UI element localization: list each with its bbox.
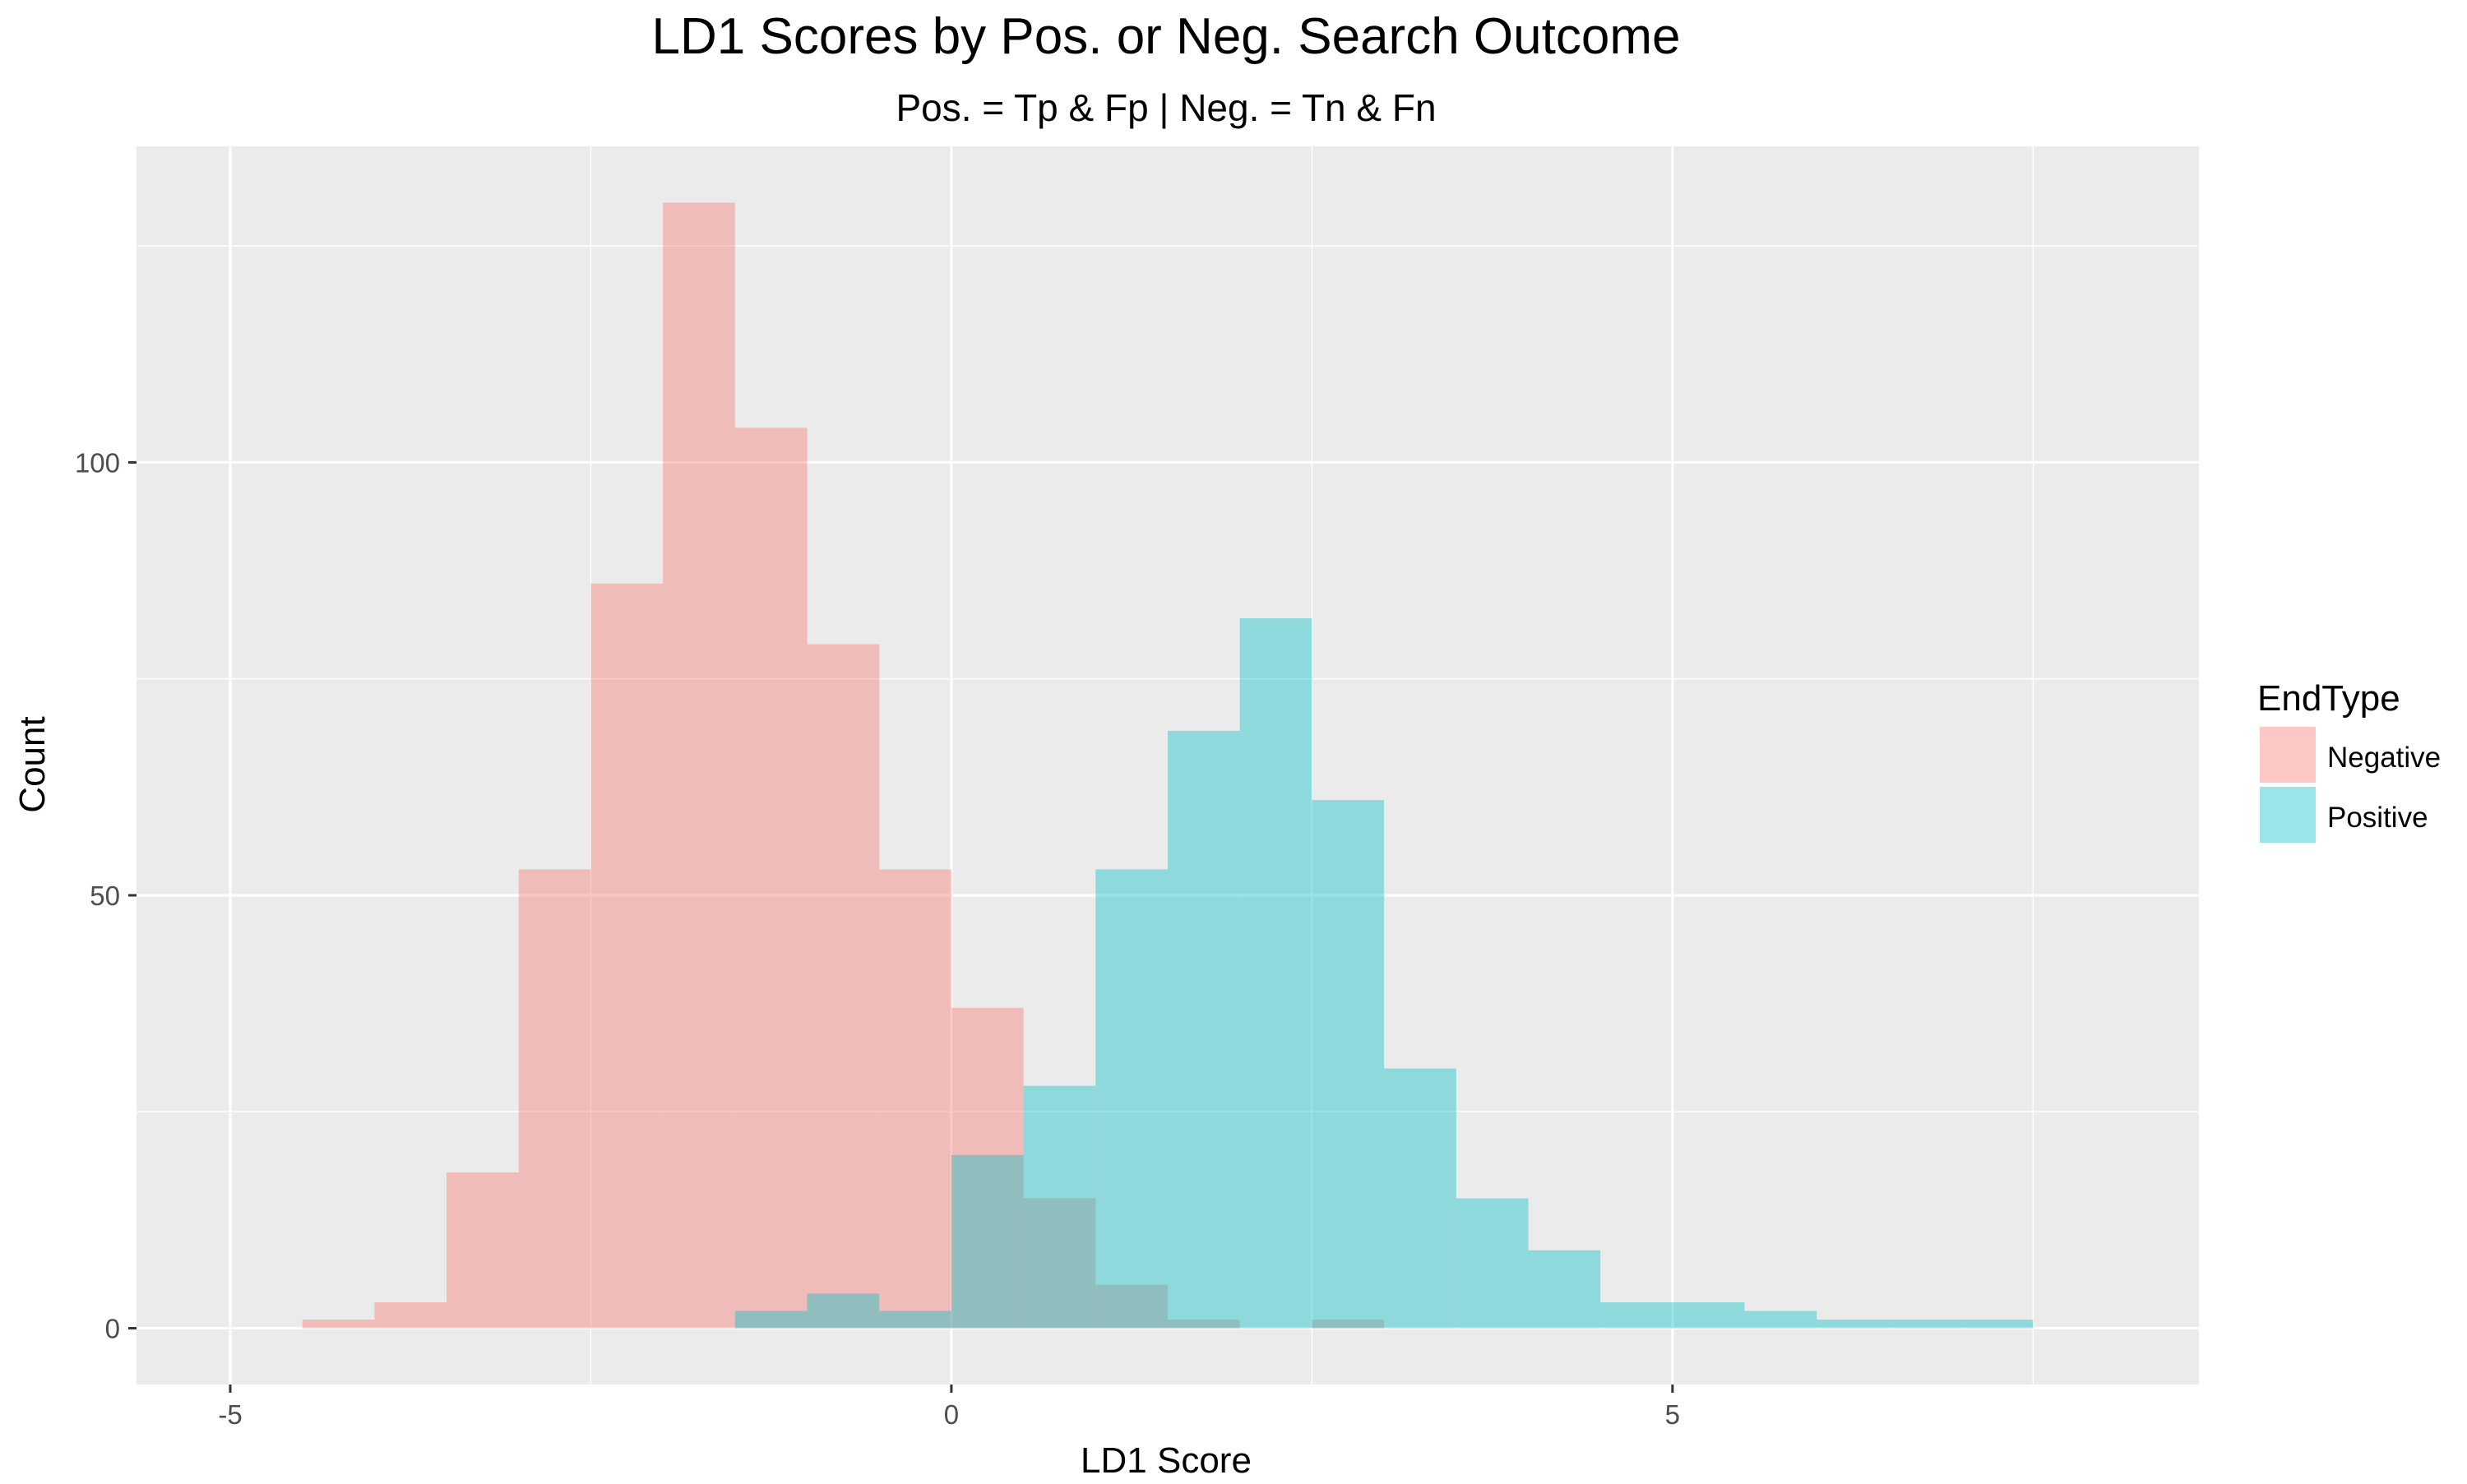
histogram-bar-positive: [1456, 1198, 1529, 1329]
histogram-bar-negative: [374, 1301, 447, 1329]
legend-label-negative: Negative: [2327, 742, 2441, 774]
series-positive-bars: [734, 617, 2034, 1329]
x-axis: -5 0 5: [218, 1385, 1680, 1430]
histogram-bar-positive: [734, 1311, 808, 1329]
y-tick-label: 50: [90, 881, 120, 911]
histogram-bar-negative: [1095, 1284, 1168, 1329]
histogram-bar-positive: [1023, 1085, 1096, 1329]
histogram-bar-negative: [302, 1320, 375, 1329]
histogram-bar-positive: [1384, 1068, 1456, 1329]
histogram-bar-positive: [1095, 869, 1168, 1329]
y-axis-label: Count: [12, 716, 53, 812]
legend-label-positive: Positive: [2327, 802, 2428, 834]
histogram-bar-positive: [1168, 730, 1240, 1329]
histogram-bar-negative: [951, 1007, 1024, 1329]
x-tick-label: 0: [944, 1399, 959, 1430]
histogram-bar-positive: [1744, 1311, 1817, 1329]
legend-key-negative: [2260, 727, 2316, 783]
plot-panel-background: [137, 146, 2199, 1385]
y-axis: 0 50 100: [75, 447, 137, 1344]
legend-item-positive: Positive: [2260, 787, 2428, 843]
major-gridlines: [137, 146, 2199, 1385]
histogram-bar-negative: [518, 869, 591, 1329]
legend-key-positive: [2260, 787, 2316, 843]
y-tick-label: 0: [105, 1314, 120, 1344]
chart-subtitle: Pos. = Tp & Fp | Neg. = Tn & Fn: [896, 86, 1436, 129]
x-tick-label: 5: [1665, 1399, 1680, 1430]
minor-gridlines: [137, 146, 2199, 1385]
histogram-bar-positive: [951, 1154, 1024, 1329]
histogram-bar-negative: [734, 428, 808, 1329]
histogram-bar-positive: [1672, 1301, 1745, 1329]
histogram-bar-negative: [879, 869, 951, 1329]
histogram-bar-positive: [879, 1311, 951, 1329]
histogram-bar-negative: [807, 644, 880, 1329]
series-negative-bars: [302, 202, 1385, 1329]
histogram-bar-positive: [807, 1293, 880, 1329]
x-axis-label: LD1 Score: [1081, 1440, 1252, 1480]
legend-title: EndType: [2257, 678, 2400, 719]
histogram-bar-negative: [447, 1172, 519, 1329]
histogram-bar-positive: [1960, 1320, 2034, 1329]
histogram-bar-positive: [1312, 800, 1385, 1329]
x-tick-label: -5: [218, 1399, 242, 1430]
legend-item-negative: Negative: [2260, 727, 2441, 783]
histogram-bar-negative: [1168, 1320, 1240, 1329]
histogram-bar-positive: [1239, 617, 1312, 1329]
histogram-bar-positive: [1888, 1320, 1961, 1329]
histogram-bar-negative: [590, 583, 664, 1329]
plot-area: [137, 146, 2199, 1385]
histogram-bar-positive: [1600, 1301, 1673, 1329]
legend: EndType Negative Positive: [2257, 678, 2441, 843]
histogram-bar-positive: [1528, 1250, 1601, 1329]
histogram-bar-positive: [1817, 1320, 1889, 1329]
y-tick-label: 100: [75, 447, 120, 478]
histogram-bar-negative: [663, 202, 735, 1329]
chart-title: LD1 Scores by Pos. or Neg. Search Outcom…: [652, 8, 1681, 65]
histogram-bar-negative: [1023, 1198, 1096, 1329]
histogram-bar-negative: [1312, 1320, 1385, 1329]
